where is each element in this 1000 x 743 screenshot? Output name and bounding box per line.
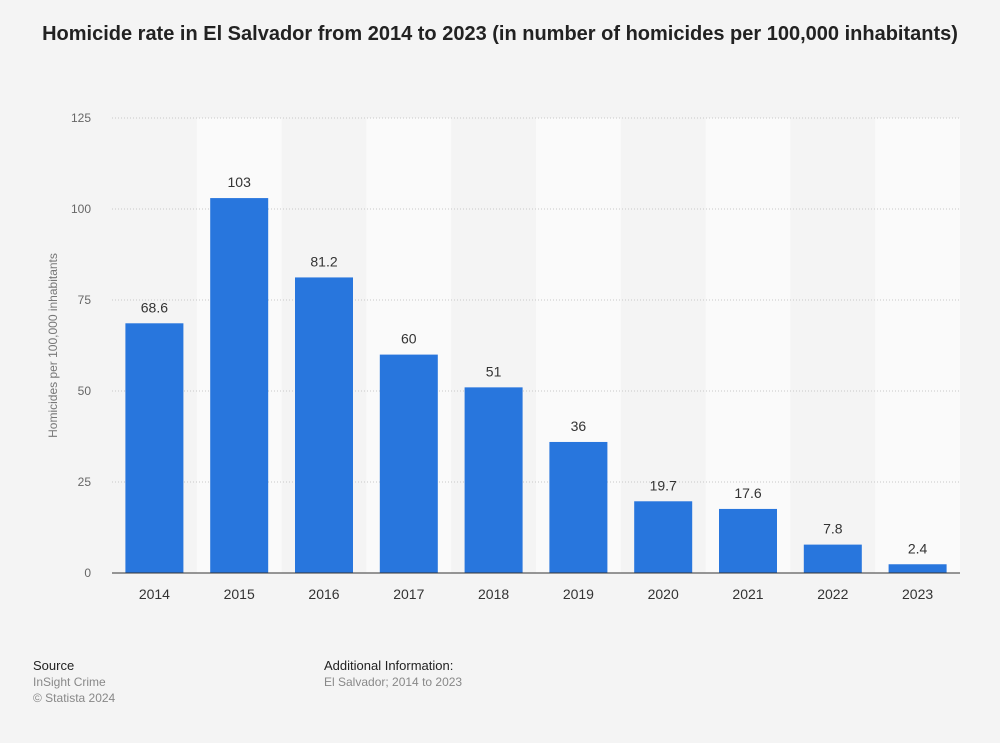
y-tick-label: 50 [78,384,92,398]
bar-2022 [803,544,862,573]
y-axis-title: Homicides per 100,000 inhabitants [46,253,60,438]
source-block: Source InSight Crime © Statista 2024 [33,658,115,706]
x-tick-label: 2014 [139,586,170,602]
bar-2015 [210,198,269,573]
bar-2017 [379,354,438,573]
data-label-2016: 81.2 [310,253,337,269]
data-label-2021: 17.6 [734,485,761,501]
x-tick-label: 2015 [224,586,255,602]
x-tick-label: 2016 [308,586,339,602]
additional-info-heading: Additional Information: [324,658,454,673]
y-axis-ticks: 0 25 50 75 100 125 [71,111,91,580]
x-tick-label: 2019 [563,586,594,602]
y-tick-label: 0 [84,566,91,580]
data-label-2014: 68.6 [141,299,168,315]
source-line-2: © Statista 2024 [33,691,116,705]
bar-2020 [634,501,693,573]
x-tick-label: 2022 [817,586,848,602]
source-heading: Source [33,658,75,673]
x-tick-label: 2020 [648,586,679,602]
bar-chart: 0 25 50 75 100 125 68.6 103 81.2 60 51 36 19.7 17.6 7… [46,111,960,602]
data-label-2018: 51 [486,363,502,379]
bar-2021 [719,508,777,573]
data-label-2017: 60 [401,331,417,347]
source-line-1: InSight Crime [33,675,106,689]
chart-title: Homicide rate in El Salvador from 2014 t… [42,23,958,45]
column-band [705,118,791,573]
data-label-2022: 7.8 [823,521,843,537]
y-tick-label: 25 [78,475,92,489]
x-tick-label: 2017 [393,586,424,602]
data-label-2019: 36 [571,418,587,434]
data-label-2020: 19.7 [650,477,677,493]
bar-2016 [295,277,353,573]
data-label-2015: 103 [228,174,252,190]
bar-2019 [549,441,608,573]
column-band [875,118,960,573]
data-labels: 68.6 103 81.2 60 51 36 19.7 17.6 7.8 2.4 [141,174,928,556]
x-tick-label: 2018 [478,586,509,602]
bar-2018 [464,387,523,573]
additional-info-text: El Salvador; 2014 to 2023 [324,675,463,689]
x-axis-ticks: 2014 2015 2016 2017 2018 2019 2020 2021 2022 2023 [139,586,934,602]
additional-info-block: Additional Information: El Salvador; 201… [324,658,462,690]
bar-2014 [125,323,184,573]
bars [125,198,947,573]
x-tick-label: 2021 [732,586,763,602]
y-tick-label: 75 [78,293,92,307]
data-label-2023: 2.4 [908,540,928,556]
y-tick-label: 100 [71,202,91,216]
y-tick-label: 125 [71,111,91,125]
bar-2023 [888,564,947,573]
x-tick-label: 2023 [902,586,933,602]
